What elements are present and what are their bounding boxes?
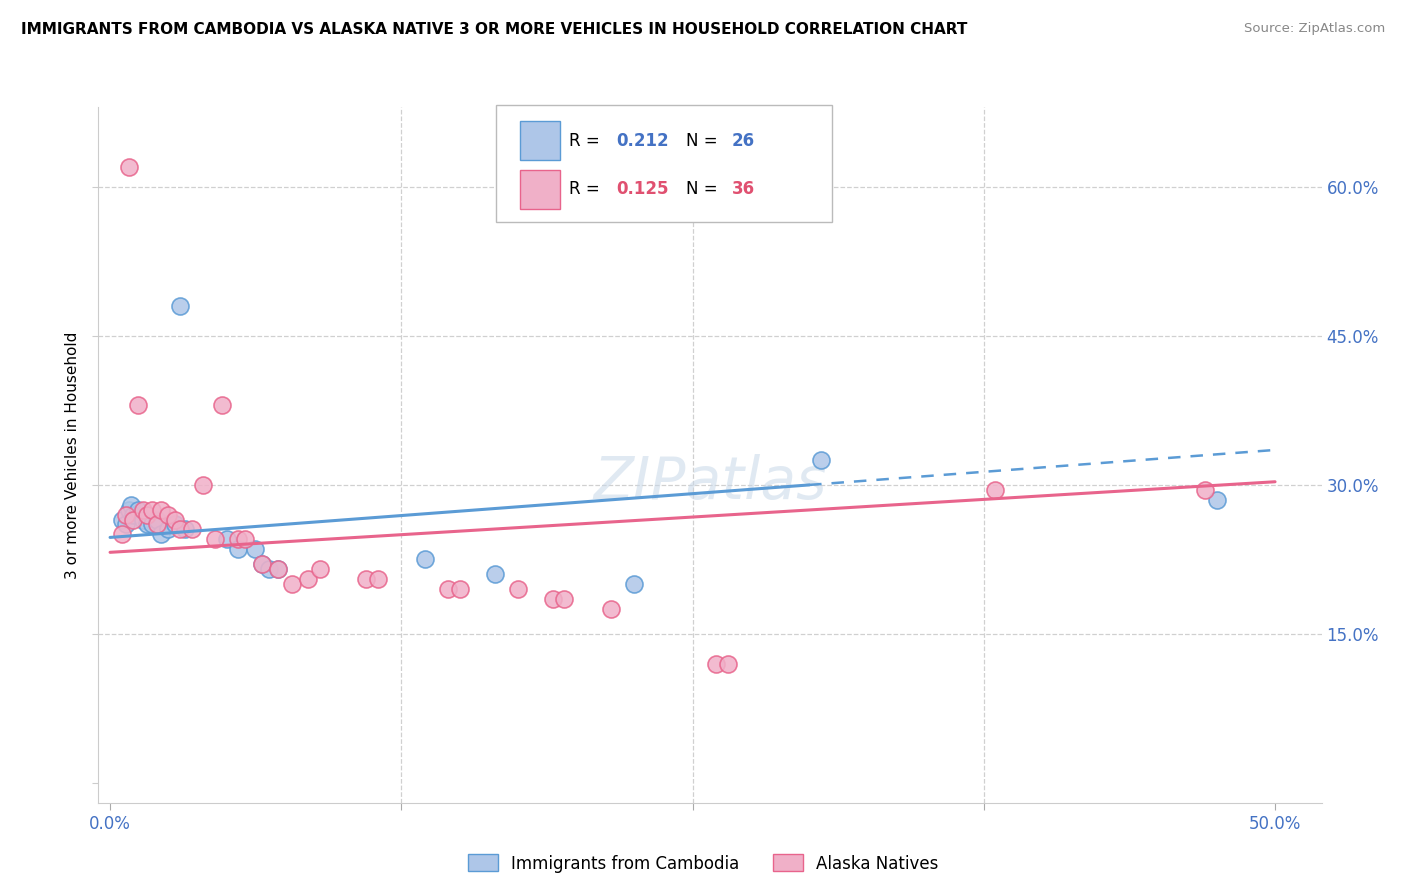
Point	[118, 502, 141, 516]
Point	[131, 502, 153, 516]
Point	[226, 542, 249, 557]
Point	[204, 533, 226, 547]
Point	[122, 508, 145, 522]
Point	[297, 572, 319, 586]
Point	[145, 517, 167, 532]
Point	[141, 517, 163, 532]
Y-axis label: 3 or more Vehicles in Household: 3 or more Vehicles in Household	[65, 331, 80, 579]
Point	[165, 517, 187, 532]
FancyBboxPatch shape	[520, 169, 560, 209]
Text: 26: 26	[733, 132, 755, 150]
Point	[233, 533, 256, 547]
Point	[243, 542, 266, 557]
FancyBboxPatch shape	[520, 121, 560, 161]
Point	[267, 562, 290, 576]
Point	[413, 552, 436, 566]
Text: R =: R =	[569, 132, 606, 150]
Point	[716, 657, 738, 671]
Text: 36: 36	[733, 180, 755, 198]
Point	[150, 502, 173, 516]
Point	[120, 498, 142, 512]
Point	[506, 582, 529, 596]
Point	[136, 508, 159, 522]
Point	[157, 508, 180, 522]
Point	[127, 398, 149, 412]
Point	[281, 577, 304, 591]
Point	[157, 523, 180, 537]
Text: Source: ZipAtlas.com: Source: ZipAtlas.com	[1244, 22, 1385, 36]
Point	[484, 567, 506, 582]
Point	[600, 602, 623, 616]
Text: R =: R =	[569, 180, 606, 198]
Point	[1205, 492, 1227, 507]
Point	[250, 558, 273, 572]
Point	[145, 512, 167, 526]
Point	[250, 558, 273, 572]
Point	[541, 592, 564, 607]
Point	[115, 517, 138, 532]
Point	[127, 502, 149, 516]
Point	[141, 502, 163, 516]
Point	[308, 562, 330, 576]
Text: IMMIGRANTS FROM CAMBODIA VS ALASKA NATIVE 3 OR MORE VEHICLES IN HOUSEHOLD CORREL: IMMIGRANTS FROM CAMBODIA VS ALASKA NATIV…	[21, 22, 967, 37]
Point	[169, 523, 191, 537]
Point	[810, 453, 832, 467]
Point	[437, 582, 460, 596]
Legend: Immigrants from Cambodia, Alaska Natives: Immigrants from Cambodia, Alaska Natives	[461, 847, 945, 880]
Point	[169, 299, 191, 313]
Text: 0.212: 0.212	[616, 132, 668, 150]
Text: N =: N =	[686, 132, 723, 150]
Point	[193, 477, 215, 491]
Point	[173, 523, 195, 537]
Point	[449, 582, 471, 596]
Text: 0.125: 0.125	[616, 180, 668, 198]
Point	[150, 527, 173, 541]
Point	[111, 527, 134, 541]
Point	[1194, 483, 1216, 497]
Point	[553, 592, 575, 607]
Point	[165, 512, 187, 526]
Point	[211, 398, 233, 412]
FancyBboxPatch shape	[496, 105, 832, 222]
Point	[111, 512, 134, 526]
Point	[623, 577, 645, 591]
Point	[267, 562, 290, 576]
Point	[704, 657, 727, 671]
Point	[136, 517, 159, 532]
Point	[984, 483, 1007, 497]
Point	[226, 533, 249, 547]
Point	[257, 562, 280, 576]
Point	[180, 523, 202, 537]
Text: ZIPatlas: ZIPatlas	[593, 454, 827, 511]
Point	[122, 512, 145, 526]
Point	[115, 508, 138, 522]
Point	[131, 512, 153, 526]
Point	[356, 572, 378, 586]
Text: N =: N =	[686, 180, 723, 198]
Point	[215, 533, 238, 547]
Point	[367, 572, 389, 586]
Point	[118, 160, 141, 174]
